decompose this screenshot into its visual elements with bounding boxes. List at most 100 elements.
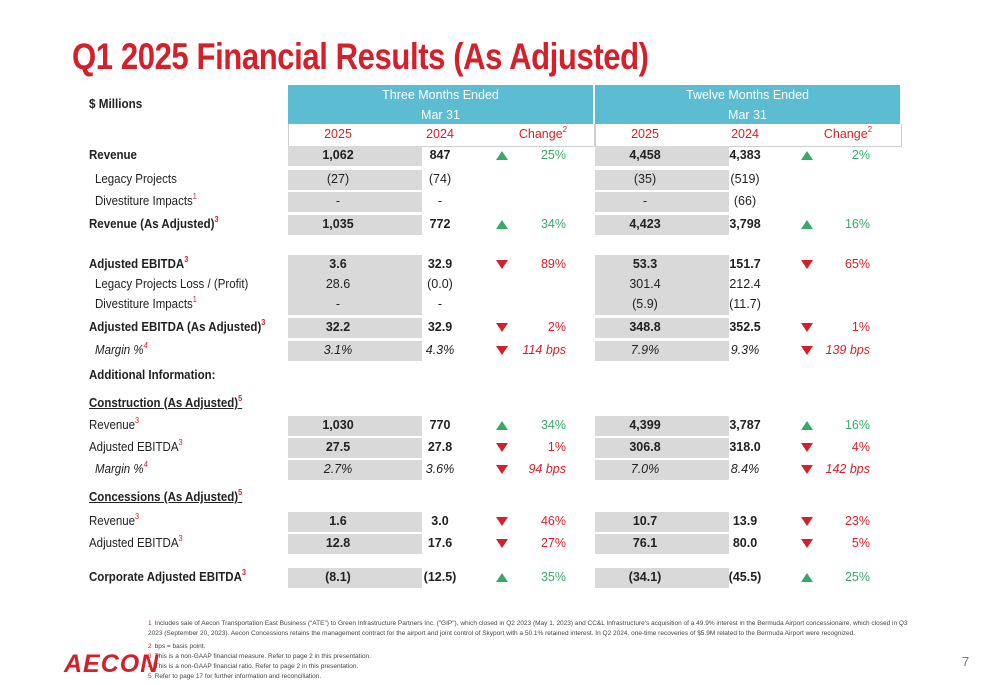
value-shade — [595, 192, 729, 212]
table-cell: 28.6 — [325, 277, 351, 291]
change-cell: 4% — [851, 440, 870, 454]
table-cell: 306.8 — [629, 440, 661, 454]
row-label-text: Adjusted EBITDA — [89, 440, 179, 454]
arrow-down-icon — [496, 346, 508, 355]
value-shade — [595, 416, 729, 436]
value-shade — [595, 512, 729, 532]
table-cell: - — [642, 194, 648, 208]
table-cell: 3.6% — [425, 462, 455, 476]
arrow-down-icon — [801, 465, 813, 474]
value-shade — [595, 568, 729, 588]
table-cell: 4,423 — [629, 217, 661, 231]
footnote: 5 Refer to page 17 for further informatio… — [148, 672, 908, 682]
change-cell: 89% — [540, 257, 566, 271]
footnote-number: 5 — [148, 673, 152, 680]
change-cell: 34% — [540, 217, 566, 231]
row-label: Adjusted EBITDA3 — [89, 255, 189, 272]
footnote-ref: 3 — [241, 568, 247, 577]
table-cell: 10.7 — [632, 514, 658, 528]
table-cell: 1.6 — [329, 514, 347, 528]
row-label-text: Concessions (As Adjusted) — [89, 490, 239, 504]
table-cell: 4,458 — [629, 148, 661, 162]
row-label-text: Revenue — [89, 148, 137, 162]
table-cell: - — [437, 297, 443, 311]
table-cell: 53.3 — [632, 257, 658, 271]
row-label: Divestiture Impacts1 — [95, 295, 197, 312]
table-cell: 301.4 — [629, 277, 661, 291]
value-shade — [595, 341, 729, 361]
value-shade — [595, 170, 729, 190]
row-label: Corporate Adjusted EBITDA3 — [89, 568, 247, 585]
row-label-text: Revenue — [89, 418, 136, 432]
table-cell: 1,062 — [322, 148, 354, 162]
footnote: 4 This is a non-GAAP financial ratio. Ref… — [148, 662, 908, 672]
row-label: Revenue (As Adjusted)3 — [89, 216, 219, 232]
table-cell: 2.7% — [323, 462, 353, 476]
change-cell: 16% — [844, 217, 870, 231]
value-shade — [288, 512, 422, 532]
change-cell: 114 bps — [522, 343, 566, 357]
table-cell: 13.9 — [732, 514, 758, 528]
value-shade — [288, 215, 422, 235]
row-label-text: Adjusted EBITDA — [89, 536, 179, 550]
row-label: Construction (As Adjusted)5 — [89, 395, 242, 411]
table-cell: 212.4 — [729, 277, 761, 291]
table-cell: - — [335, 297, 341, 311]
footnote-text: This is a non-GAAP financial measure. Re… — [154, 653, 371, 660]
footnote-ref: 1 — [192, 295, 197, 304]
value-shade — [288, 255, 422, 275]
table-cell: 27.8 — [427, 440, 453, 454]
value-shade — [595, 460, 729, 480]
change-cell: 142 bps — [825, 462, 870, 476]
table-cell: 772 — [429, 217, 451, 231]
arrow-down-icon — [801, 443, 813, 452]
arrow-down-icon — [801, 260, 813, 269]
footnote-number: 2 — [148, 643, 152, 650]
table-cell: 3.6 — [329, 257, 347, 271]
value-shade — [595, 438, 729, 458]
table-cell: (0.0) — [427, 277, 453, 291]
row-label: Legacy Projects — [95, 172, 177, 186]
table-cell: (12.5) — [423, 570, 457, 584]
change-cell: 139 bps — [825, 343, 870, 357]
footnote-ref: 3 — [178, 534, 183, 543]
table-cell: (34.1) — [628, 570, 662, 584]
footnote-ref: 4 — [143, 341, 148, 350]
footnote-text: Includes sale of Aecon Transportation Ea… — [148, 620, 908, 637]
change-cell: 34% — [540, 418, 566, 432]
footnote: 3 This is a non-GAAP financial measure. R… — [148, 652, 908, 662]
table-cell: 847 — [429, 148, 451, 162]
change-cell: 25% — [540, 148, 566, 162]
arrow-down-icon — [496, 539, 508, 548]
row-label: Adjusted EBITDA (As Adjusted)3 — [89, 319, 265, 335]
arrow-down-icon — [496, 323, 508, 332]
units-label: $ Millions — [89, 96, 143, 111]
table-cell: 17.6 — [427, 536, 453, 550]
arrow-down-icon — [496, 517, 508, 526]
table-cell: 3.1% — [323, 343, 353, 357]
arrow-up-icon — [496, 421, 508, 430]
row-label-text: Legacy Projects Loss / (Profit) — [95, 277, 249, 291]
row-label: Revenue3 — [89, 513, 139, 529]
table-cell: 7.9% — [630, 343, 660, 357]
row-label: Legacy Projects Loss / (Profit) — [95, 277, 248, 291]
change-cell: 2% — [851, 148, 870, 162]
arrow-down-icon — [496, 465, 508, 474]
aecon-logo: AECON — [64, 650, 160, 678]
value-shade — [595, 215, 729, 235]
change-cell: 46% — [540, 514, 566, 528]
row-label: Margin %4 — [95, 461, 148, 477]
table-cell: 770 — [429, 418, 451, 432]
row-label-text: Construction (As Adjusted) — [89, 396, 239, 410]
value-shade — [288, 416, 422, 436]
value-shade — [595, 534, 729, 554]
table-cell: (8.1) — [325, 570, 351, 584]
table-cell: 3,787 — [729, 418, 761, 432]
table-cell: 3.0 — [431, 514, 449, 528]
footnote-ref: 3 — [184, 255, 189, 264]
table-cell: 1,030 — [322, 418, 354, 432]
arrow-down-icon — [496, 443, 508, 452]
header-twelve-months: Twelve Months Ended Mar 31 — [595, 85, 900, 124]
table-cell: 9.3% — [730, 343, 760, 357]
row-label-text: Margin % — [95, 343, 144, 357]
